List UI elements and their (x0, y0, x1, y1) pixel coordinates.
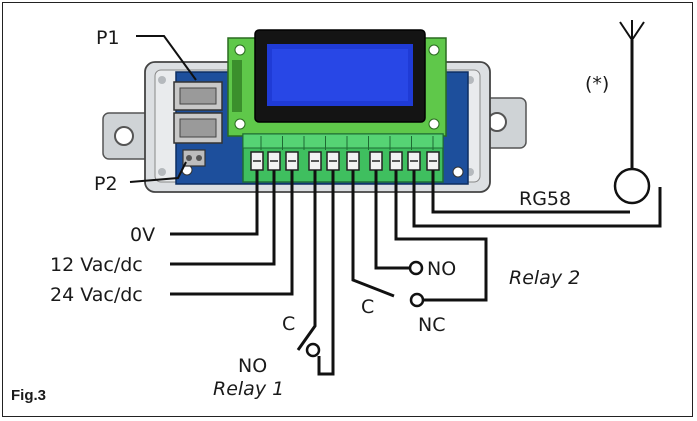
label-relay1: Relay 1 (213, 378, 284, 400)
relay2-nc-contact (409, 292, 425, 308)
label-relay2-no: NO (427, 258, 456, 280)
label-12v: 12 Vac/dc (50, 254, 143, 276)
wire-relay1-c (296, 170, 317, 351)
p1-pointer (136, 35, 197, 81)
wire-shield (431, 170, 630, 214)
label-antenna-note: (*) (585, 73, 609, 95)
label-0v: 0V (130, 224, 155, 246)
wire-relay2-nc (394, 170, 488, 302)
label-relay2-nc: NC (418, 314, 445, 336)
rj45-connector-icon (173, 81, 223, 144)
lcd-display-icon (254, 29, 426, 123)
wires (170, 40, 662, 376)
wire-antenna (412, 170, 662, 228)
wire-0v (170, 170, 259, 236)
figure-label: Fig.3 (11, 387, 46, 404)
jumper-p2 (182, 149, 206, 167)
antenna-icon (619, 20, 645, 41)
label-p2: P2 (94, 173, 118, 195)
p2-pointer (129, 161, 187, 183)
label-relay2-c: C (361, 296, 374, 318)
coax-connector-icon (613, 167, 651, 205)
relay2-no-contact (408, 260, 424, 276)
wire-24v (170, 170, 294, 296)
relay1-no-contact (305, 342, 321, 358)
wire-relay2-c (351, 170, 395, 298)
label-24v: 24 Vac/dc (50, 284, 143, 306)
label-relay1-no: NO (238, 355, 267, 377)
label-rg58: RG58 (519, 188, 571, 210)
label-relay1-c: C (282, 313, 295, 335)
label-p1: P1 (96, 27, 120, 49)
wire-12v (170, 170, 276, 266)
wire-relay1-no (317, 170, 335, 376)
label-relay2: Relay 2 (509, 267, 580, 289)
wire-relay2-no (374, 170, 411, 270)
